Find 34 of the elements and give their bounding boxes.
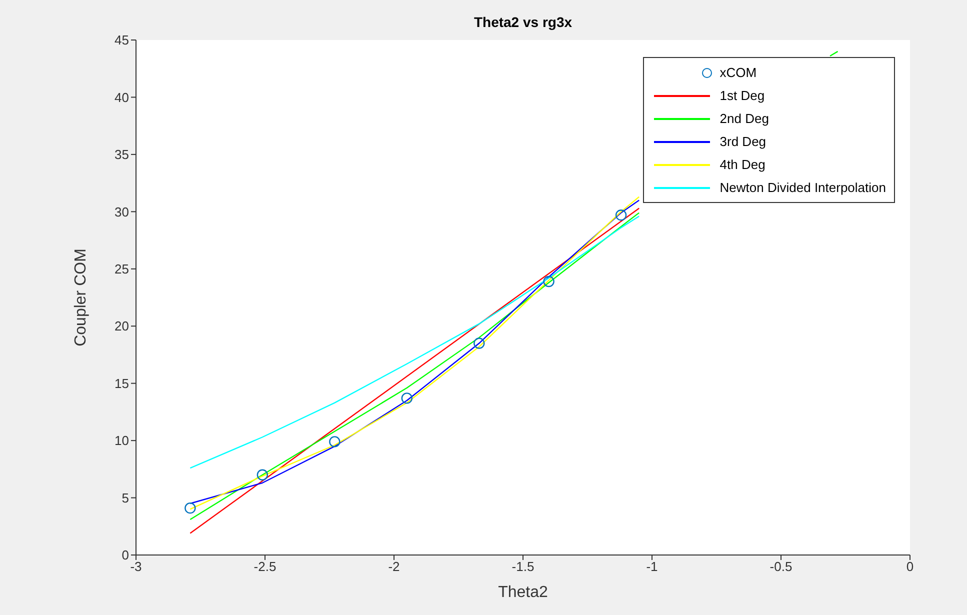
x-tick-label: -2.5 <box>254 559 276 574</box>
chart-title: Theta2 vs rg3x <box>472 14 574 30</box>
legend-label: Newton Divided Interpolation <box>720 180 886 195</box>
point <box>474 338 485 349</box>
x-tick-label: -2 <box>388 559 400 574</box>
legend-label: 3rd Deg <box>720 134 766 149</box>
legend-label: 4th Deg <box>720 157 766 172</box>
point <box>256 469 268 480</box>
x-tick-label: -0.5 <box>770 559 792 574</box>
y-tick-label: 25 <box>114 262 129 277</box>
x-tick-label: -1.5 <box>512 559 534 574</box>
y-tick-label: 40 <box>114 90 129 105</box>
y-tick-label: 45 <box>114 32 129 48</box>
y-tick-label: 20 <box>114 318 129 334</box>
point <box>543 276 554 288</box>
point <box>401 392 412 404</box>
point <box>329 436 340 448</box>
x-axis-title: Theta2 <box>498 584 548 601</box>
y-tick-label: 35 <box>114 147 129 162</box>
y-tick-label: 5 <box>122 490 129 506</box>
legend-label: 1st Deg <box>720 88 765 103</box>
y-tick-label: 0 <box>122 548 129 563</box>
y-tick-label: 15 <box>114 376 129 391</box>
x-tick-label: 0 <box>906 559 914 574</box>
y-tick-label: 30 <box>114 204 129 220</box>
legend-label: xCOM <box>720 65 757 80</box>
point <box>184 502 196 514</box>
point <box>615 210 627 221</box>
line-series <box>190 216 640 469</box>
y-tick-label: 10 <box>114 433 129 448</box>
x-tick-label: -1 <box>646 559 658 574</box>
y-axis-title: Coupler COM <box>72 248 90 346</box>
x-tick-label: -3 <box>130 559 142 574</box>
legend-label: 2nd Deg <box>720 111 769 126</box>
